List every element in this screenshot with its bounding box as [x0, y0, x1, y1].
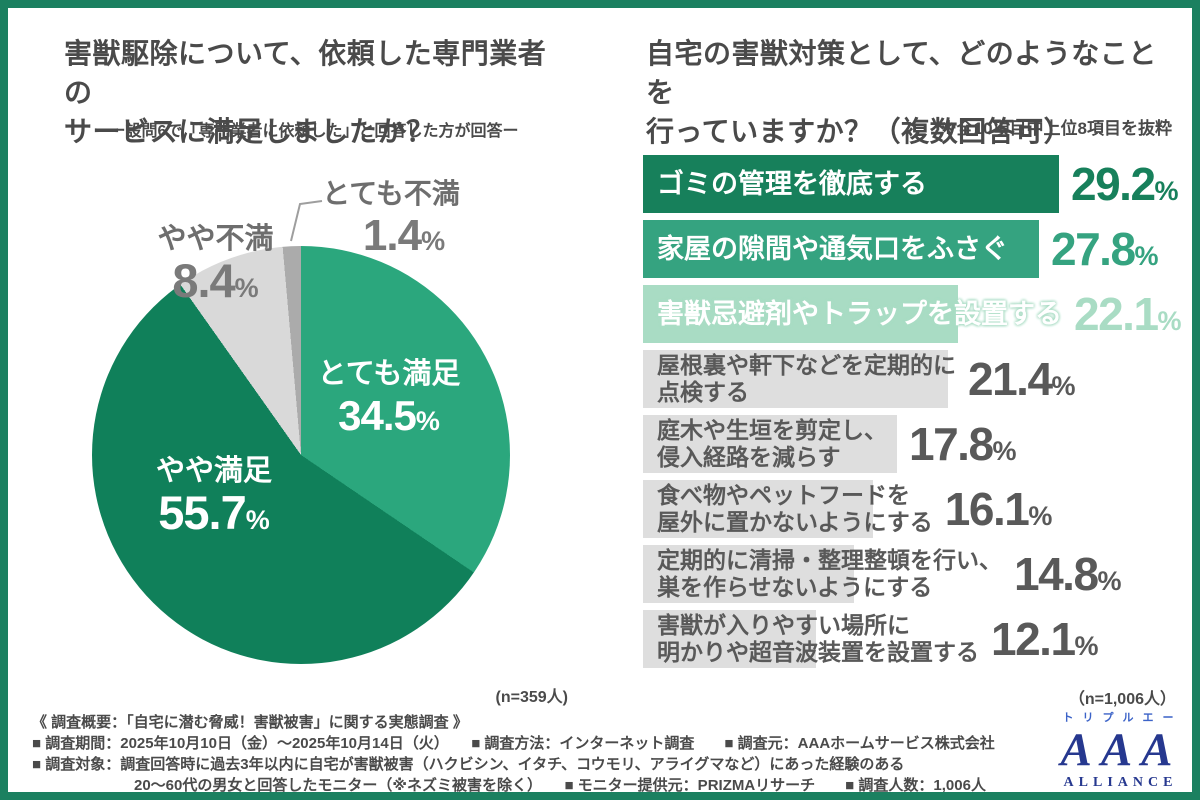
survey-overview: 《 調査概要：「自宅に潜む脅威！害獣被害」に関する実態調査 》 ■ 調査期間：2…	[32, 712, 1042, 794]
bar-label: 食べ物やペットフードを 屋外に置かないようにする	[657, 482, 933, 535]
bar	[643, 415, 897, 473]
pie-label-very-dissatisfied: とても不満 1.4%	[316, 177, 466, 266]
survey-period-method-source: ■ 調査期間：2025年10月10日（金）〜2025年10月14日（火） ■ 調…	[32, 735, 995, 752]
pie-label-value: 55.7%	[158, 486, 270, 539]
pie-label-value: 1.4%	[362, 211, 446, 260]
bar-zone: ゴミの管理を徹底する	[643, 155, 1059, 213]
pie-chart-subtitle: ー設問6で「専門業者に依頼した」と回答した方が回答ー	[109, 123, 519, 140]
bar-row: 庭木や生垣を剪定し、 侵入経路を減らす 17.8%	[643, 415, 1192, 473]
pie-label-name: やや満足	[155, 455, 272, 487]
bar-label: ゴミの管理を徹底する	[657, 169, 927, 199]
bar-zone: 定期的に清掃・整理整頓を行い、 巣を作らせないようにする	[643, 545, 1002, 603]
pie-label-value: 34.5%	[338, 392, 440, 439]
pie-sample-size: (n=359人)	[495, 689, 568, 706]
logo-alliance-text: ALLIANCE	[1063, 775, 1178, 790]
bar-zone: 屋根裏や軒下などを定期的に 点検する	[643, 350, 956, 408]
bar-value: 17.8%	[909, 418, 1017, 470]
bar-row: 食べ物やペットフードを 屋外に置かないようにする 16.1%	[643, 480, 1192, 538]
survey-target-line2: 20〜60代の男女と回答したモニター（※ネズミ被害を除く） ■ モニター提供元：…	[134, 777, 986, 794]
survey-target-line1: ■ 調査対象：調査回答時に過去3年以内に自宅が害獣被害（ハクビシン、イタチ、コウ…	[32, 756, 905, 773]
bar-chart-title-line2: 行っていますか？（複数回答可）	[646, 116, 1073, 147]
bar-zone: 庭木や生垣を剪定し、 侵入経路を減らす	[643, 415, 897, 473]
bar-label: 家屋の隙間や通気口をふさぐ	[657, 234, 1008, 264]
logo-aaa-text: AAA	[1060, 724, 1182, 776]
logo-katakana: トリプルエー	[1062, 712, 1183, 724]
bar-zone: 家屋の隙間や通気口をふさぐ	[643, 220, 1039, 278]
leader-line	[290, 200, 323, 242]
bar-value: 22.1%	[1074, 288, 1182, 340]
pie-label-name: とても不満	[322, 178, 460, 209]
bar	[643, 220, 1039, 278]
bar-sample-size: （n=1,006人）	[1068, 691, 1176, 708]
bar	[643, 610, 816, 668]
bar-chart-note: ※全10項目中上位8項目を抜粋	[940, 119, 1172, 138]
pie-label-name: とても満足	[317, 358, 461, 390]
bar-chart: ゴミの管理を徹底する 29.2% 家屋の隙間や通気口をふさぐ 27.8% 害獣忌…	[643, 155, 1192, 675]
bar-value: 12.1%	[991, 613, 1099, 665]
bar	[643, 480, 873, 538]
survey-overview-title: 《 調査概要：「自宅に潜む脅威！害獣被害」に関する実態調査 》	[32, 714, 468, 731]
bar-zone: 害獣が入りやすい場所に 明かりや超音波装置を設置する	[643, 610, 979, 668]
bar-zone: 害獣忌避剤やトラップを設置する	[643, 285, 1062, 343]
bar-row: 家屋の隙間や通気口をふさぐ 27.8%	[643, 220, 1192, 278]
bar-value: 16.1%	[944, 483, 1053, 535]
pie-chart-title-line2: サービスに満足しましたか？	[64, 116, 435, 147]
bar	[643, 350, 948, 408]
pie-label-somewhat-dissatisfied: やや不満 8.4%	[128, 222, 303, 313]
bar-label: 害獣忌避剤やトラップを設置する	[657, 299, 1062, 329]
bar-value: 29.2%	[1071, 158, 1179, 210]
pie-label-very-satisfied: とても満足 34.5%	[304, 357, 474, 446]
bar-value: 21.4%	[968, 353, 1076, 405]
bar-row: 害獣が入りやすい場所に 明かりや超音波装置を設置する 12.1%	[643, 610, 1192, 668]
bar-row: ゴミの管理を徹底する 29.2%	[643, 155, 1192, 213]
pie-chart-title: 害獣駆除について、依頼した専門業者の サービスに満足しましたか？	[64, 34, 564, 151]
bar-label: 庭木や生垣を剪定し、 侵入経路を減らす	[657, 417, 887, 470]
pie-label-somewhat-satisfied: やや満足 55.7%	[124, 454, 304, 545]
bar-row: 害獣忌避剤やトラップを設置する 22.1%	[643, 285, 1192, 343]
bar	[643, 155, 1059, 213]
bar-zone: 食べ物やペットフードを 屋外に置かないようにする	[643, 480, 933, 538]
pie-label-value: 8.4%	[172, 254, 259, 307]
bar-row: 屋根裏や軒下などを定期的に 点検する 21.4%	[643, 350, 1192, 408]
bar-value: 27.8%	[1051, 223, 1159, 275]
pie-chart	[92, 246, 510, 664]
bar-label: 害獣が入りやすい場所に 明かりや超音波装置を設置する	[657, 612, 979, 665]
bar-label: 屋根裏や軒下などを定期的に 点検する	[657, 352, 956, 405]
bar-row: 定期的に清掃・整理整頓を行い、 巣を作らせないようにする 14.8%	[643, 545, 1192, 603]
bar	[643, 285, 958, 343]
pie-chart-title-line1: 害獣駆除について、依頼した専門業者の	[64, 38, 547, 108]
bar-chart-title-line1: 自宅の害獣対策として、どのようなことを	[646, 38, 1157, 108]
bar	[643, 545, 854, 603]
pie-label-name: やや不満	[157, 223, 274, 255]
bar-chart-title: 自宅の害獣対策として、どのようなことを 行っていますか？（複数回答可）	[646, 34, 1176, 151]
aaa-alliance-logo: トリプルエー AAA ALLIANCE	[1043, 709, 1192, 791]
bar-label: 定期的に清掃・整理整頓を行い、 巣を作らせないようにする	[657, 547, 1002, 600]
bar-value: 14.8%	[1014, 548, 1122, 600]
